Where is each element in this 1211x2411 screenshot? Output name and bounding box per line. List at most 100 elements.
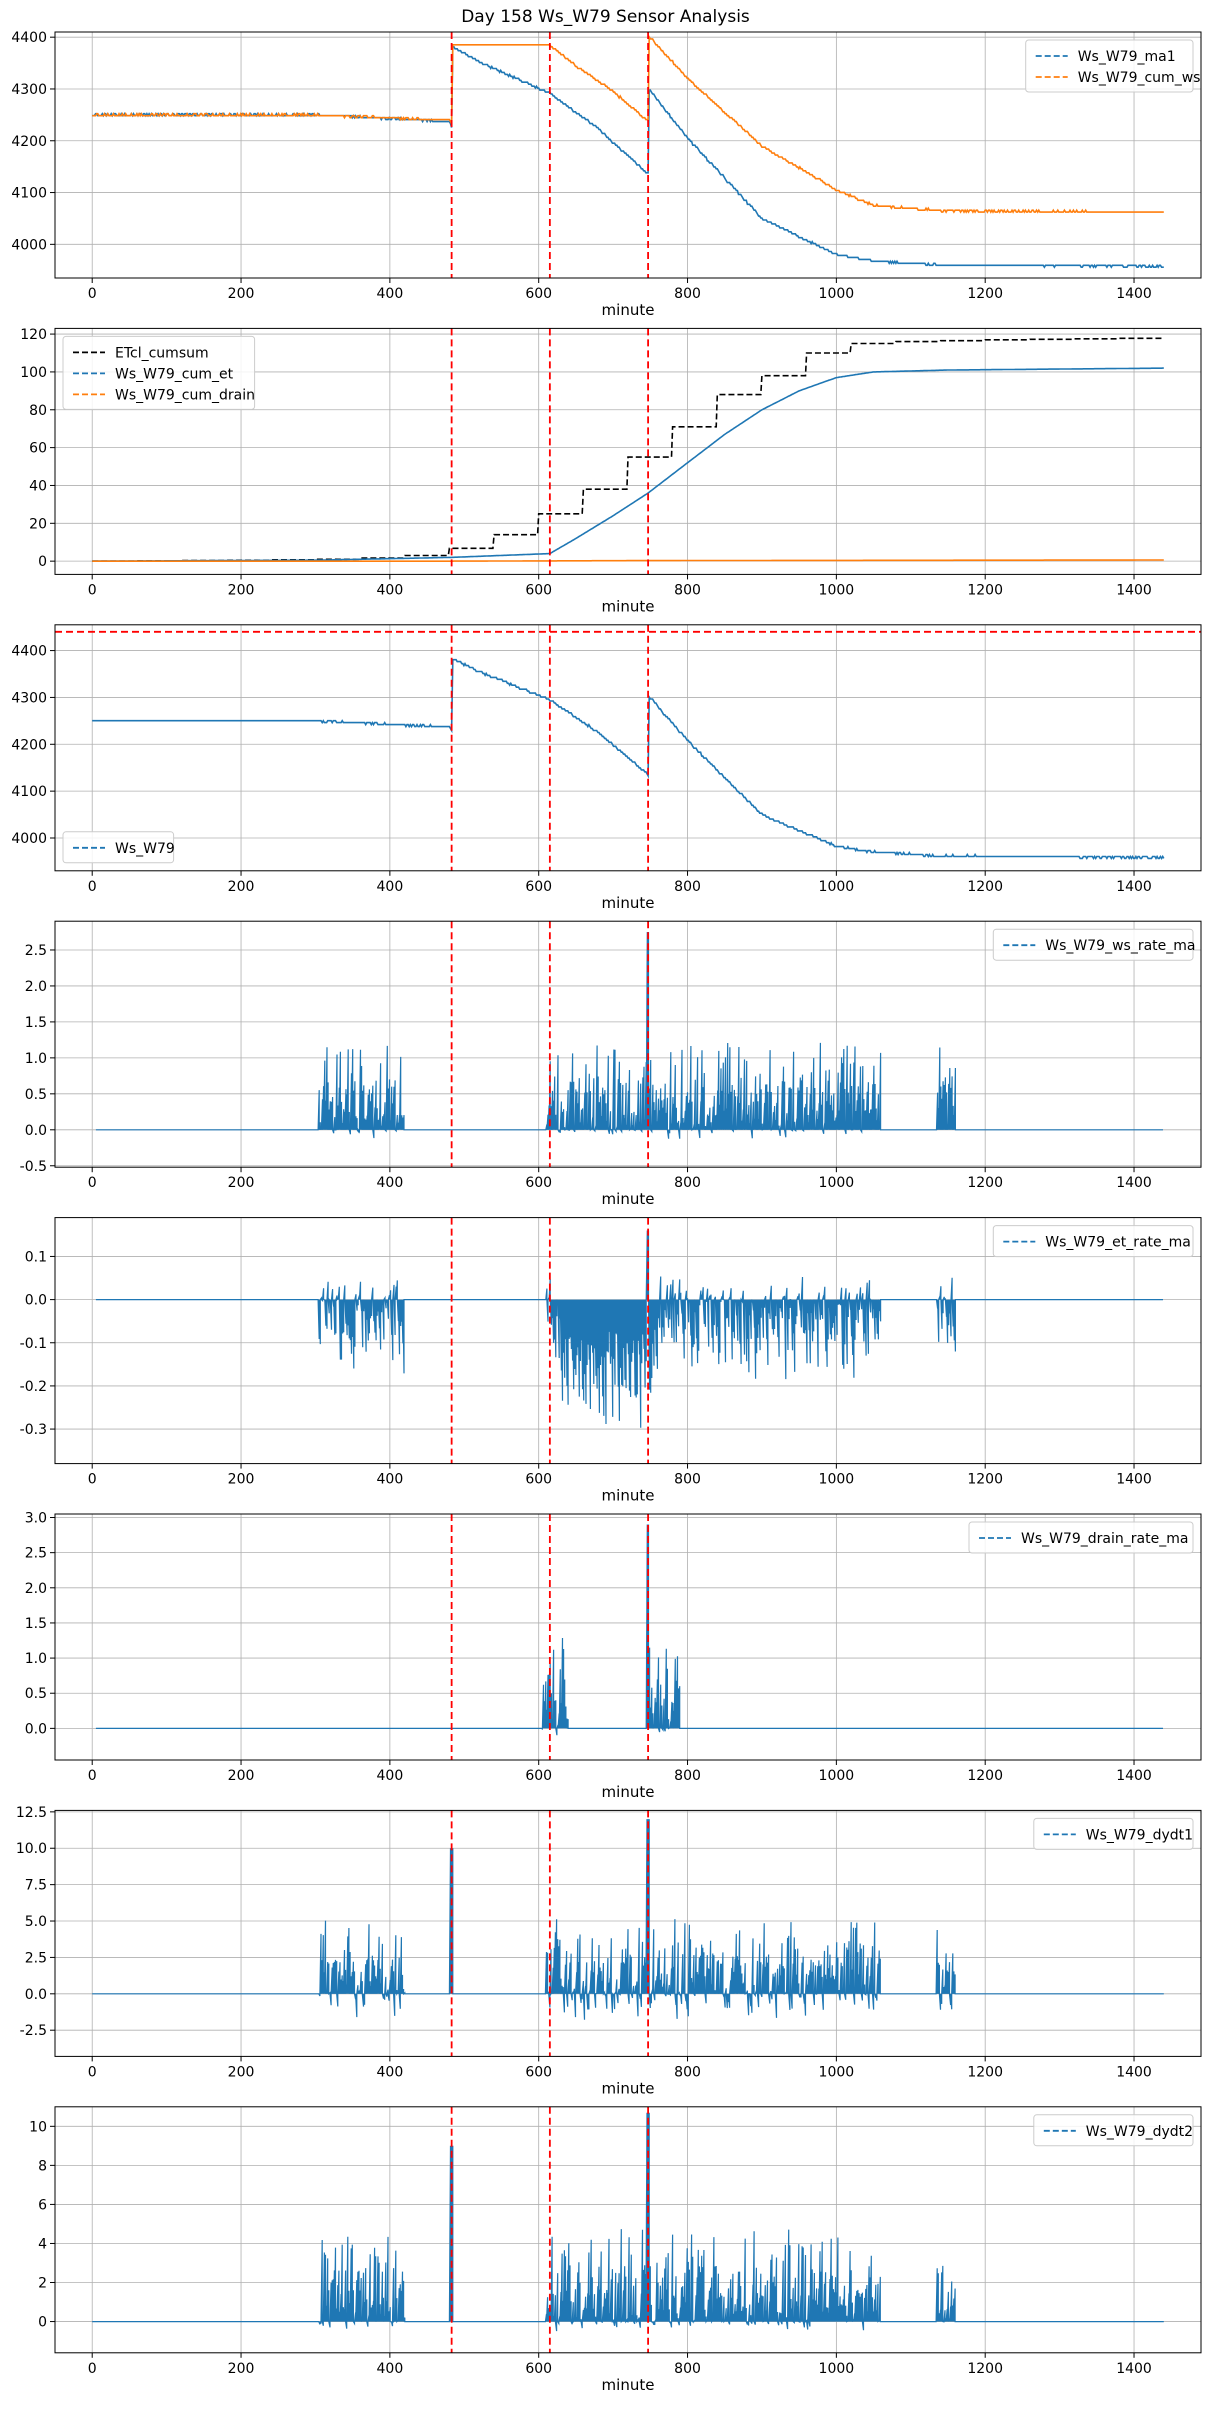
axes-frame — [54, 1809, 1202, 2057]
y-tick-label: 0.0 — [25, 1721, 47, 1737]
x-tick-label: 0 — [88, 286, 97, 302]
plot-area — [92, 328, 1165, 575]
legend: Ws_W79_et_rate_ma — [992, 1225, 1194, 1258]
x-tick-label: 1400 — [1116, 2064, 1152, 2080]
y-tick-label: 4200 — [11, 134, 47, 150]
x-tick-label: 1400 — [1116, 582, 1152, 598]
x-tick-label: 1400 — [1116, 2361, 1152, 2377]
x-tick-label: 200 — [228, 2064, 255, 2080]
legend-label: Ws_W79_cum_et — [115, 366, 234, 382]
y-tick-label: 4000 — [11, 831, 47, 847]
x-tick-label: 800 — [674, 2064, 701, 2080]
x-tick-label: 400 — [377, 879, 404, 895]
series-line-Ws_W79_ws_rate_ma — [95, 931, 1163, 1139]
series-line-Ws_W79_dydt2 — [92, 2112, 1164, 2332]
axes-frame — [54, 2106, 1202, 2354]
subplot-5: 0 200 400 600 800 1000 1200 1400 -0.3 -0.2 -0.1 0.0… — [20, 1217, 1202, 1505]
axes-frame — [54, 31, 1202, 279]
x-tick-label: 400 — [377, 1175, 404, 1191]
x-tick-label: 1200 — [967, 2064, 1003, 2080]
x-tick-label: 1000 — [819, 1768, 855, 1784]
legend-box — [992, 1225, 1194, 1258]
x-axis-label: minute — [602, 2079, 655, 2097]
legend-label: Ws_W79_et_rate_ma — [1045, 1235, 1191, 1251]
subplot-2: 0 200 400 600 800 1000 1200 1400 0 20 40 60 80 100 120… — [20, 327, 1202, 615]
y-tick-label: -0.3 — [20, 1422, 47, 1438]
y-tick-label: 0.5 — [25, 1087, 47, 1103]
y-tick-label: 1.0 — [25, 1051, 47, 1067]
series-line-Ws_W79_drain_rate_ma — [95, 1524, 1163, 1736]
subplot-7: 0 200 400 600 800 1000 1200 1400 -2.5 0.0 2.5 5.0 7.… — [16, 1805, 1202, 2097]
y-tick-label: 0.0 — [25, 1987, 47, 2003]
x-axis-label: minute — [602, 1190, 655, 1208]
x-tick-label: 400 — [377, 2361, 404, 2377]
x-axis-label: minute — [602, 2376, 655, 2394]
x-tick-label: 1400 — [1116, 1768, 1152, 1784]
legend-label: ETcl_cumsum — [115, 345, 209, 361]
subplot-6: 0 200 400 600 800 1000 1200 1400 0.0 0.5 1.0 1.5 2.0… — [25, 1511, 1202, 1801]
legend: Ws_W79_ws_rate_ma — [992, 928, 1196, 961]
y-tick-label: 4 — [38, 2236, 47, 2252]
legend-box — [968, 1521, 1194, 1554]
x-tick-label: 400 — [377, 1768, 404, 1784]
x-tick-label: 1400 — [1116, 1472, 1152, 1488]
axes-frame — [54, 624, 1202, 872]
x-axis-label: minute — [602, 301, 655, 319]
y-tick-label: 5.0 — [25, 1914, 47, 1930]
y-tick-label: 0.0 — [25, 1293, 47, 1309]
legend-label: Ws_W79_drain_rate_ma — [1021, 1531, 1188, 1547]
x-tick-label: 1000 — [819, 286, 855, 302]
x-tick-label: 0 — [88, 879, 97, 895]
legend-box — [62, 831, 175, 864]
y-tick-label: 0 — [38, 554, 47, 570]
x-tick-label: 1200 — [967, 582, 1003, 598]
x-axis-label: minute — [602, 597, 655, 615]
y-tick-label: 4000 — [11, 237, 47, 253]
x-tick-label: 600 — [525, 879, 552, 895]
subplot-1: 0 200 400 600 800 1000 1200 1400 4000 4100 4200 430… — [11, 30, 1202, 319]
plot-area — [95, 1217, 1163, 1464]
x-tick-label: 1200 — [967, 879, 1003, 895]
y-tick-label: 1.5 — [25, 1015, 47, 1031]
x-tick-label: 600 — [525, 1175, 552, 1191]
y-tick-label: 0.1 — [25, 1249, 47, 1265]
x-tick-label: 1000 — [819, 582, 855, 598]
y-tick-label: -0.2 — [20, 1379, 47, 1395]
y-tick-label: 8 — [38, 2158, 47, 2174]
y-tick-label: 2.5 — [25, 943, 47, 959]
figure-title: Day 158 Ws_W79 Sensor Analysis — [461, 7, 750, 27]
x-tick-label: 400 — [377, 2064, 404, 2080]
axes-frame — [54, 327, 1202, 575]
x-tick-label: 800 — [674, 286, 701, 302]
plot-area — [92, 2106, 1164, 2353]
y-tick-label: 3.0 — [25, 1511, 47, 1527]
x-tick-label: 800 — [674, 582, 701, 598]
legend-box — [62, 335, 256, 410]
y-tick-label: 80 — [29, 403, 47, 419]
plot-area — [95, 921, 1163, 1168]
plot-area — [92, 1810, 1164, 2057]
x-tick-label: 0 — [88, 1175, 97, 1191]
x-tick-label: 200 — [228, 1768, 255, 1784]
y-tick-label: 1.5 — [25, 1616, 47, 1632]
x-tick-label: 800 — [674, 1768, 701, 1784]
legend-label: Ws_W79_ws_rate_ma — [1045, 938, 1195, 954]
y-tick-label: -0.1 — [20, 1336, 47, 1352]
y-tick-label: 4400 — [11, 644, 47, 660]
series-line-Ws_W79_cum_drain — [92, 559, 1164, 562]
legend-label: Ws_W79_cum_ws — [1078, 70, 1201, 86]
x-tick-label: 0 — [88, 1472, 97, 1488]
legend: Ws_W79_drain_rate_ma — [968, 1521, 1194, 1554]
x-tick-label: 1200 — [967, 1768, 1003, 1784]
x-tick-label: 1200 — [967, 1175, 1003, 1191]
y-tick-label: 4100 — [11, 784, 47, 800]
axes-frame — [54, 1217, 1202, 1465]
x-tick-label: 1000 — [819, 2064, 855, 2080]
series-line-Ws_W79_dydt1 — [92, 1819, 1164, 2020]
x-tick-label: 400 — [377, 582, 404, 598]
y-tick-label: 2 — [38, 2276, 47, 2292]
y-tick-label: 20 — [29, 516, 47, 532]
legend: Ws_W79 — [62, 831, 175, 864]
legend-label: Ws_W79_cum_drain — [115, 387, 255, 403]
y-tick-label: 2.5 — [25, 1950, 47, 1966]
